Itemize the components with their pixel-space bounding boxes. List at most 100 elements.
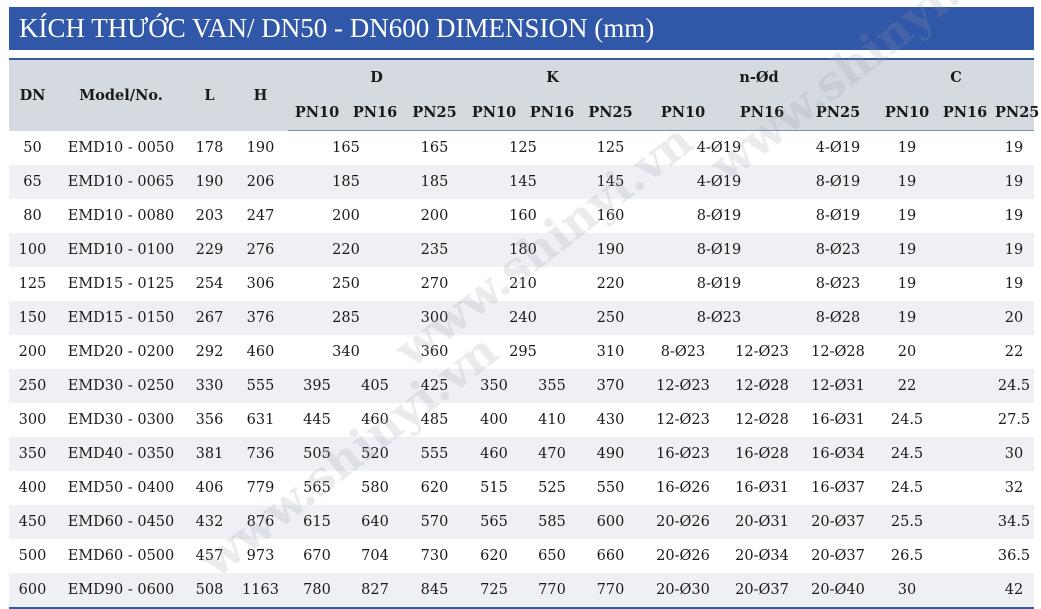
cell-c-pn10: 26.5 xyxy=(878,539,937,573)
cell-d-pn10-pn16: 185 xyxy=(288,165,404,199)
cell-c-pn10: 25.5 xyxy=(878,505,937,539)
cell-c-pn10: 30 xyxy=(878,573,937,609)
cell-nod-pn10-pn16: 8-Ø23 xyxy=(640,301,799,335)
cell-h: 190 xyxy=(233,130,288,165)
cell-nod-pn25: 8-Ø28 xyxy=(798,301,879,335)
cell-dn: 450 xyxy=(9,505,56,539)
cell-d-pn10-pn16: 220 xyxy=(288,233,404,267)
cell-d-pn25: 300 xyxy=(404,301,465,335)
cell-c-pn10: 19 xyxy=(878,233,937,267)
cell-c-pn16 xyxy=(936,369,995,403)
cell-d-pn16: 460 xyxy=(346,403,404,437)
cell-l: 508 xyxy=(186,573,233,609)
cell-nod-pn16: 16-Ø28 xyxy=(726,437,799,471)
cell-nod-pn10-pn16: 8-Ø19 xyxy=(640,267,799,301)
cell-c-pn25: 19 xyxy=(994,233,1035,267)
cell-k-pn25: 220 xyxy=(581,267,641,301)
cell-nod-pn25: 4-Ø19 xyxy=(798,130,879,165)
cell-c-pn25: 34.5 xyxy=(994,505,1035,539)
cell-h: 247 xyxy=(233,199,288,233)
cell-h: 276 xyxy=(233,233,288,267)
cell-nod-pn25: 8-Ø23 xyxy=(798,233,879,267)
cell-nod-pn25: 8-Ø23 xyxy=(798,267,879,301)
header-k-pn10: PN10 xyxy=(465,95,523,131)
cell-nod-pn25: 12-Ø31 xyxy=(798,369,879,403)
cell-c-pn25: 19 xyxy=(994,130,1035,165)
cell-model: EMD10 - 0050 xyxy=(56,130,186,165)
table-row: 100 EMD10 - 0100 229 276 220 235 180 190 8-Ø19 8-… xyxy=(9,233,1035,267)
cell-dn: 65 xyxy=(9,165,56,199)
cell-d-pn16: 704 xyxy=(346,539,404,573)
cell-model: EMD10 - 0065 xyxy=(56,165,186,199)
cell-d-pn25: 270 xyxy=(404,267,465,301)
cell-d-pn16: 520 xyxy=(346,437,404,471)
cell-l: 330 xyxy=(186,369,233,403)
cell-k-pn25: 145 xyxy=(581,165,641,199)
cell-dn: 150 xyxy=(9,301,56,335)
cell-d-pn25: 845 xyxy=(404,573,465,609)
cell-nod-pn10-pn16: 4-Ø19 xyxy=(640,165,799,199)
cell-c-pn10: 19 xyxy=(878,130,937,165)
cell-c-pn16 xyxy=(936,573,995,609)
cell-model: EMD90 - 0600 xyxy=(56,573,186,609)
header-c: C xyxy=(878,58,1035,95)
cell-c-pn16 xyxy=(936,403,995,437)
table-row: 250 EMD30 - 0250 330 555 395 405 425 350 355 370 1… xyxy=(9,369,1035,403)
cell-dn: 200 xyxy=(9,335,56,369)
cell-c-pn25: 30 xyxy=(994,437,1035,471)
cell-model: EMD20 - 0200 xyxy=(56,335,186,369)
table-row: 50 EMD10 - 0050 178 190 165 165 125 125 4-Ø19 4-Ø… xyxy=(9,130,1035,165)
table-row: 125 EMD15 - 0125 254 306 250 270 210 220 8-Ø19 8-… xyxy=(9,267,1035,301)
cell-c-pn25: 19 xyxy=(994,267,1035,301)
cell-k-pn10-pn16: 125 xyxy=(465,130,581,165)
cell-k-pn25: 600 xyxy=(581,505,641,539)
cell-l: 254 xyxy=(186,267,233,301)
cell-nod-pn10: 20-Ø26 xyxy=(640,539,727,573)
cell-nod-pn16: 20-Ø34 xyxy=(726,539,799,573)
cell-d-pn10-pn16: 165 xyxy=(288,130,404,165)
cell-d-pn10: 445 xyxy=(288,403,346,437)
cell-c-pn10: 22 xyxy=(878,369,937,403)
cell-k-pn25: 160 xyxy=(581,199,641,233)
header-model: Model/No. xyxy=(56,58,186,131)
cell-nod-pn10: 12-Ø23 xyxy=(640,403,727,437)
cell-nod-pn10: 16-Ø26 xyxy=(640,471,727,505)
table-row: 450 EMD60 - 0450 432 876 615 640 570 565 585 600 2… xyxy=(9,505,1035,539)
cell-nod-pn25: 12-Ø28 xyxy=(798,335,879,369)
cell-d-pn10-pn16: 250 xyxy=(288,267,404,301)
cell-k-pn10-pn16: 145 xyxy=(465,165,581,199)
cell-d-pn10: 395 xyxy=(288,369,346,403)
cell-dn: 300 xyxy=(9,403,56,437)
cell-nod-pn25: 20-Ø37 xyxy=(798,505,879,539)
cell-d-pn10: 505 xyxy=(288,437,346,471)
table-row: 300 EMD30 - 0300 356 631 445 460 485 400 410 430 1… xyxy=(9,403,1035,437)
cell-c-pn16 xyxy=(936,301,995,335)
cell-d-pn25: 360 xyxy=(404,335,465,369)
cell-nod-pn25: 20-Ø40 xyxy=(798,573,879,609)
cell-d-pn25: 200 xyxy=(404,199,465,233)
cell-l: 178 xyxy=(186,130,233,165)
cell-model: EMD30 - 0300 xyxy=(56,403,186,437)
cell-l: 406 xyxy=(186,471,233,505)
cell-c-pn16 xyxy=(936,130,995,165)
dimension-table: DN Model/No. L H D K n-Ød C PN10 PN16 PN… xyxy=(9,58,1039,609)
header-h: H xyxy=(233,58,288,131)
header-k-pn25: PN25 xyxy=(581,95,641,131)
cell-d-pn16: 580 xyxy=(346,471,404,505)
cell-k-pn25: 550 xyxy=(581,471,641,505)
cell-c-pn25: 36.5 xyxy=(994,539,1035,573)
cell-model: EMD60 - 0450 xyxy=(56,505,186,539)
cell-nod-pn16: 20-Ø31 xyxy=(726,505,799,539)
cell-k-pn25: 770 xyxy=(581,573,641,609)
cell-d-pn16: 827 xyxy=(346,573,404,609)
cell-d-pn10: 780 xyxy=(288,573,346,609)
cell-k-pn25: 125 xyxy=(581,130,641,165)
cell-d-pn10-pn16: 200 xyxy=(288,199,404,233)
cell-k-pn10: 725 xyxy=(465,573,523,609)
cell-d-pn25: 555 xyxy=(404,437,465,471)
cell-model: EMD15 - 0150 xyxy=(56,301,186,335)
table-row: 400 EMD50 - 0400 406 779 565 580 620 515 525 550 1… xyxy=(9,471,1035,505)
cell-h: 376 xyxy=(233,301,288,335)
cell-k-pn25: 190 xyxy=(581,233,641,267)
cell-nod-pn16: 20-Ø37 xyxy=(726,573,799,609)
